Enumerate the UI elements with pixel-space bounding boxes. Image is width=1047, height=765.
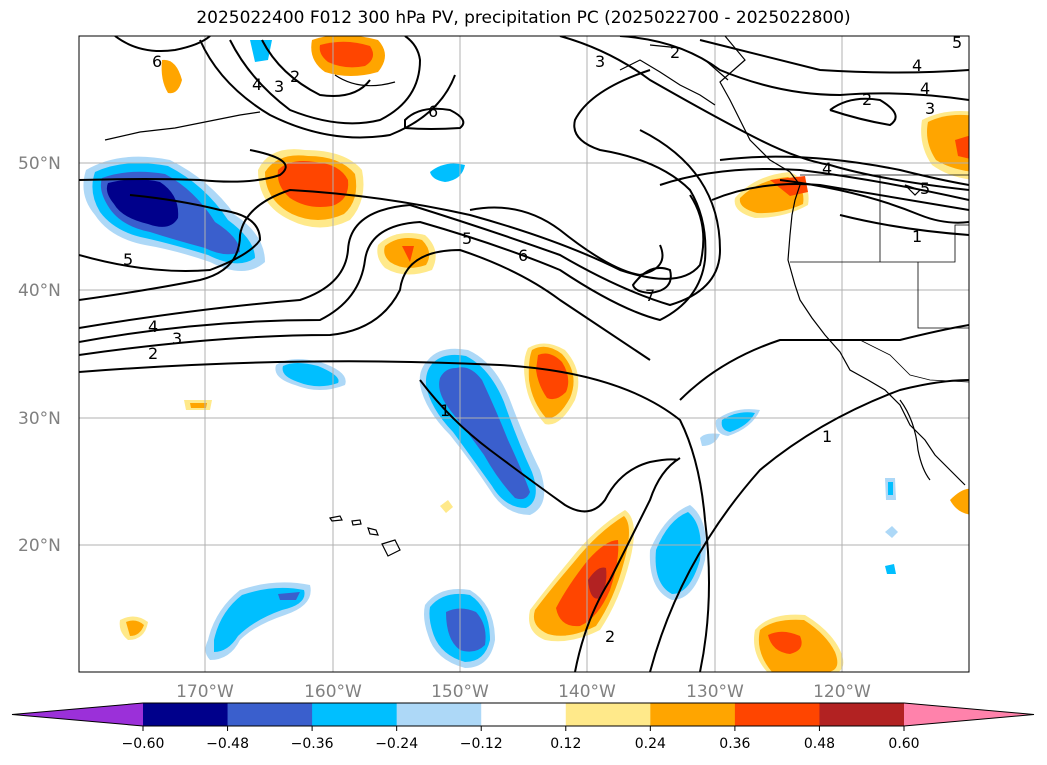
precip-negative-region xyxy=(655,512,701,594)
colorbar-segment xyxy=(565,703,651,726)
contour-label: 4 xyxy=(920,79,930,98)
contour-label: 4 xyxy=(148,317,158,336)
contour-label: 4 xyxy=(252,75,262,94)
contour-label: 2 xyxy=(290,67,300,86)
lon-label: 150°W xyxy=(431,682,489,702)
lon-label: 170°W xyxy=(176,682,234,702)
precip-positive-region xyxy=(588,567,607,599)
contour-label: 3 xyxy=(925,99,935,118)
contour-label: 2 xyxy=(862,90,872,109)
contour-label: 5 xyxy=(123,250,133,269)
precip-negative-region xyxy=(885,526,898,538)
lon-label: 120°W xyxy=(813,682,871,702)
longitude-labels: 170°W 160°W 150°W 140°W 130°W 120°W xyxy=(176,682,871,702)
precip-negative-region xyxy=(721,412,755,432)
colorbar-segment xyxy=(396,703,482,726)
precip-positive-region xyxy=(536,353,569,400)
lat-label: 50°N xyxy=(18,154,61,174)
lat-label: 40°N xyxy=(18,281,61,301)
contour-label: 3 xyxy=(274,77,284,96)
contour-label: 4 xyxy=(822,159,832,178)
lon-label: 140°W xyxy=(558,682,616,702)
precip-positive-region xyxy=(126,620,144,636)
precip-positive-region xyxy=(768,631,802,654)
contour-label: 2 xyxy=(670,43,680,62)
precip-negative-region xyxy=(278,592,300,600)
colorbar-tick-label: 0.12 xyxy=(550,736,581,752)
lat-label: 30°N xyxy=(18,409,61,429)
lon-label: 130°W xyxy=(686,682,744,702)
contour-label: 3 xyxy=(595,52,605,71)
precip-negative-region xyxy=(888,482,893,495)
colorbar-segment xyxy=(734,703,820,726)
lat-label: 20°N xyxy=(18,536,61,556)
precip-positive-region xyxy=(440,500,453,513)
political-borders xyxy=(790,174,969,383)
contour-label: 1 xyxy=(822,427,832,446)
colorbar-tick-label: −0.48 xyxy=(206,736,249,752)
precip-positive-region xyxy=(161,59,182,94)
colorbar-tick-label: 0.60 xyxy=(888,736,919,752)
precip-negative-region xyxy=(885,564,896,574)
precip-negative-region xyxy=(106,179,179,227)
colorbar-segment xyxy=(650,703,736,726)
lon-label: 160°W xyxy=(304,682,362,702)
contour-label-layer: 6 4 3 2 6 3 2 4 4 3 2 5 4 5 1 5 6 5 7 4 … xyxy=(123,33,962,646)
colorbar-segment xyxy=(227,703,313,726)
graticule xyxy=(79,36,969,672)
contour-label: 5 xyxy=(462,229,472,248)
precip-positive-region xyxy=(955,135,969,159)
contour-label: 5 xyxy=(952,33,962,52)
precip-negative-region xyxy=(214,587,305,652)
contour-label: 4 xyxy=(912,56,922,75)
colorbar-segment xyxy=(819,703,905,726)
map-frame xyxy=(78,35,970,673)
colorbar-tick-label: −0.60 xyxy=(122,736,165,752)
precip-negative-region xyxy=(430,163,465,182)
colorbar-segment xyxy=(143,703,229,726)
colorbar-tick-label: 0.48 xyxy=(804,736,835,752)
colorbar-tick-label: −0.24 xyxy=(375,736,418,752)
map-title: 2025022400 F012 300 hPa PV, precipitatio… xyxy=(196,8,851,28)
contour-label: 3 xyxy=(172,329,182,348)
precip-negative-region xyxy=(439,367,530,500)
contour-label: 5 xyxy=(920,179,930,198)
map-area xyxy=(79,36,969,672)
map-content: 6 4 3 2 6 3 2 4 4 3 2 5 4 5 1 5 6 5 7 4 … xyxy=(79,33,969,672)
coastlines xyxy=(104,36,966,557)
precip-fill-layer xyxy=(83,36,969,672)
precip-positive-region xyxy=(927,114,969,172)
precip-positive-region xyxy=(402,246,414,262)
precip-negative-region xyxy=(282,363,339,387)
precip-negative-region xyxy=(250,40,272,62)
precip-positive-region xyxy=(950,488,969,515)
contour-label: 6 xyxy=(518,246,528,265)
colorbar-tick-label: −0.36 xyxy=(291,736,334,752)
colorbar-tick-label: 0.36 xyxy=(719,736,750,752)
contour-label: 2 xyxy=(148,344,158,363)
contour-label: 1 xyxy=(440,401,450,420)
contour-label: 6 xyxy=(428,102,438,121)
colorbar-extend-low xyxy=(12,703,143,726)
precip-positive-region xyxy=(190,403,207,408)
colorbar: −0.60 −0.48 −0.36 −0.24 −0.12 0.12 0.24 0.36 0.4… xyxy=(11,702,1035,752)
contour-label: 6 xyxy=(152,52,162,71)
colorbar-segment xyxy=(481,703,567,726)
precip-negative-region xyxy=(446,608,486,652)
contour-label: 7 xyxy=(645,286,655,305)
colorbar-extend-high xyxy=(904,703,1034,726)
contour-label: 2 xyxy=(605,627,615,646)
colorbar-tick-label: 0.24 xyxy=(635,736,666,752)
precip-positive-region xyxy=(277,161,349,207)
latitude-labels: 50°N 40°N 30°N 20°N xyxy=(18,154,61,556)
colorbar-segment xyxy=(312,703,398,726)
colorbar-tick-label: −0.12 xyxy=(460,736,503,752)
contour-label: 1 xyxy=(912,227,922,246)
pv-contours xyxy=(79,36,969,672)
